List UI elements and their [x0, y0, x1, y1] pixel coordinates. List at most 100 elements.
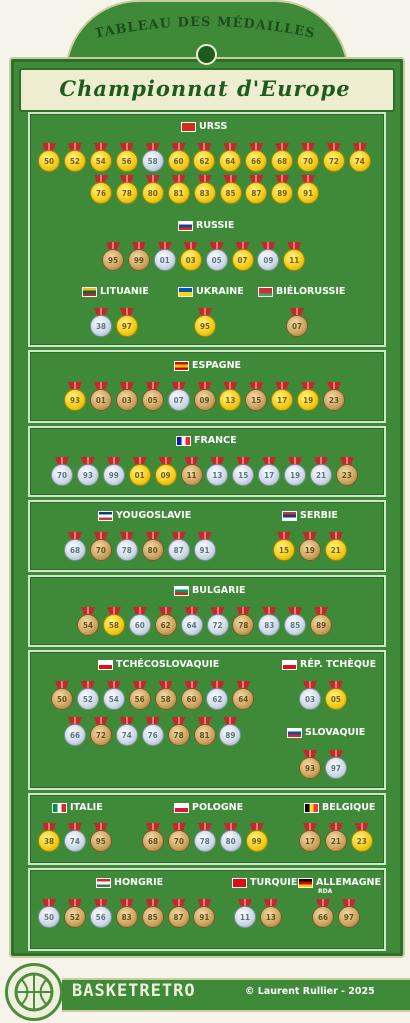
medal-year: 78: [115, 539, 138, 561]
medal-yougoslavie-87: 87: [167, 532, 190, 561]
medal-ribbon: [67, 899, 82, 908]
flag-icon-slovaquie: [287, 727, 302, 738]
medal-year: 05: [141, 389, 164, 411]
country-name: LITUANIE: [100, 286, 149, 297]
country-name: YOUGOSLAVIE: [116, 510, 192, 521]
medal-ribbon: [209, 242, 224, 251]
medal-bulgarie-60: 60: [128, 607, 151, 636]
medal-france-70: 70: [51, 457, 73, 486]
medal-year: 74: [348, 150, 371, 172]
medal-year: 58: [154, 688, 177, 710]
medal-tchecoslovaquie-52: 52: [76, 681, 99, 710]
medal-urss-52: 52: [63, 143, 86, 172]
medal-ribbon: [42, 899, 56, 908]
medal-ribbon: [145, 382, 160, 391]
medal-france-21: 21: [310, 457, 332, 486]
medal-tchecoslovaquie-56: 56: [128, 681, 151, 710]
basketball-icon: [196, 44, 217, 65]
medal-year: 13: [206, 464, 229, 486]
medal-year: 97: [115, 315, 138, 337]
medal-tchecoslovaquie-74: 74: [115, 717, 138, 746]
medal-espagne-19: 19: [297, 382, 320, 411]
medal-tchecoslovaquie-76: 76: [141, 717, 164, 746]
flag-icon-russie: [178, 220, 193, 231]
medal-year: 54: [89, 150, 112, 172]
medal-year: 78: [167, 724, 190, 746]
country-name: POLOGNE: [192, 802, 244, 813]
medal-espagne-15: 15: [245, 382, 268, 411]
medal-yougoslavie-68: 68: [64, 532, 86, 561]
medal-ribbon: [328, 750, 343, 759]
medal-ribbon: [354, 823, 369, 832]
medal-ribbon: [236, 457, 251, 466]
medal-ribbon: [223, 717, 238, 726]
medal-year: 23: [323, 389, 345, 411]
flag-icon-belgique: [304, 802, 319, 813]
medal-ribbon: [302, 532, 317, 541]
medal-france-01: 01: [128, 457, 151, 486]
medal-ribbon: [287, 242, 302, 251]
medal-year: 83: [258, 614, 281, 636]
medal-year: 03: [299, 688, 321, 710]
medal-ribbon: [339, 457, 354, 466]
flag-icon-france: [176, 435, 191, 446]
medal-ribbon: [238, 899, 252, 908]
medal-espagne-17: 17: [271, 382, 294, 411]
medal-bulgarie-58: 58: [102, 607, 125, 636]
medal-ribbon: [197, 899, 212, 908]
medal-espagne-93: 93: [64, 382, 86, 411]
medal-year: 99: [245, 830, 268, 852]
country-label-belgique: BELGIQUE: [304, 802, 375, 813]
medal-tchecoslovaquie-60: 60: [180, 681, 203, 710]
country-name: BELGIQUE: [322, 802, 376, 813]
medal-urss-80: 80: [141, 175, 164, 204]
medal-ribbon: [275, 143, 290, 152]
medal-year: 95: [102, 249, 124, 271]
medal-year: 70: [89, 539, 112, 561]
medal-year: 15: [273, 539, 295, 561]
medal-ribbon: [158, 457, 173, 466]
country-name: FRANCE: [194, 435, 237, 446]
flag-icon-urss: [181, 121, 196, 132]
medal-year: 62: [154, 614, 177, 636]
medal-year: 09: [193, 389, 216, 411]
medal-year: 17: [258, 464, 281, 486]
medal-tchecoslovaquie-66: 66: [64, 717, 86, 746]
medal-ribbon: [171, 175, 186, 184]
medal-urss-66: 66: [245, 143, 268, 172]
medal-year: 78: [193, 830, 216, 852]
medal-year: 01: [153, 249, 176, 271]
medal-year: 87: [167, 539, 190, 561]
medal-ribbon: [93, 143, 108, 152]
medal-year: 66: [64, 724, 86, 746]
medal-ribbon: [106, 607, 121, 616]
medal-serbie-15: 15: [273, 532, 295, 561]
medal-year: 17: [299, 830, 321, 852]
medal-bulgarie-83: 83: [258, 607, 281, 636]
country-name: RUSSIE: [196, 220, 235, 231]
country-label-yougoslavie: YOUGOSLAVIE: [98, 510, 191, 521]
medal-tchecoslovaquie-58: 58: [154, 681, 177, 710]
medal-year: 95: [194, 315, 216, 337]
medal-ribbon: [301, 143, 315, 152]
medal-ribbon: [184, 457, 199, 466]
medal-year: 15: [245, 389, 268, 411]
flag-icon-italie: [52, 802, 67, 813]
medal-ribbon: [80, 681, 95, 690]
medal-ribbon: [119, 717, 134, 726]
medal-year: 17: [271, 389, 294, 411]
country-name: UKRAINE: [196, 286, 244, 297]
medal-ribbon: [275, 175, 290, 184]
medal-ribbon: [171, 382, 186, 391]
country-name: RÉP. TCHÈQUE: [300, 659, 377, 670]
medal-year: 19: [298, 539, 321, 561]
medal-tchecoslovaquie-62: 62: [206, 681, 229, 710]
medal-tchecoslovaquie-81: 81: [193, 717, 216, 746]
medal-bielorussie-07: 07: [286, 308, 308, 337]
medal-ribbon: [145, 899, 160, 908]
medal-year: 62: [206, 688, 229, 710]
medal-urss-58: 58: [141, 143, 164, 172]
medal-ribbon: [145, 532, 160, 541]
medal-ribbon: [94, 308, 108, 317]
medal-france-09: 09: [154, 457, 177, 486]
